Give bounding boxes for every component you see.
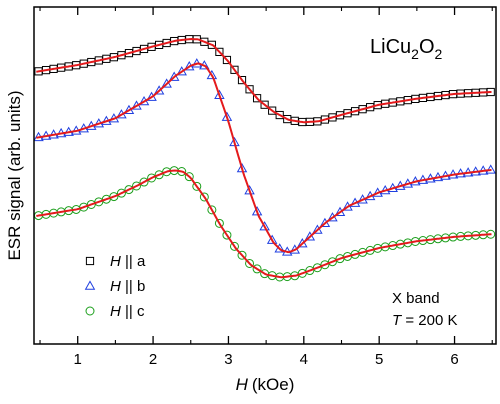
note-temp-rest: = 200 K [401,312,457,329]
legend-rest-a: || a [121,253,146,270]
formula-label: LiCu2O2 [370,36,443,62]
legend-label-c: H || c [110,303,145,320]
legend-symbol-c: H [110,303,121,320]
x-tick-label: 2 [149,351,157,368]
formula-base: LiCu [370,36,411,58]
legend-marker [86,307,94,315]
legend-rest-b: || b [121,278,145,295]
plot-marks [34,36,495,281]
x-tick-label: 4 [300,351,308,368]
legend-item-b: H || b [86,278,146,295]
x-axis-symbol: H [236,375,249,394]
fit-line [36,64,491,253]
legend-item-c: H || c [86,303,145,320]
legend-marker [86,281,95,289]
series-triangle [34,59,495,255]
note-temperature: T = 200 K [392,312,457,329]
legend-symbol-a: H [110,253,121,270]
legend-label-a: H || a [110,253,146,270]
legend-marker-circle [86,307,94,315]
x-tick-label: 6 [450,351,458,368]
x-axis-unit: (kOe) [252,375,295,394]
x-tick-label: 3 [224,351,232,368]
formula-sub2: 2 [435,46,443,62]
legend-label-b: H || b [110,278,145,295]
x-tick-label: 5 [375,351,383,368]
legend-symbol-b: H [110,278,121,295]
legend-item-a: H || a [86,253,146,270]
note-band: X band [392,290,440,307]
legend: H || a H || b H || c [86,253,146,320]
x-tick-label: 1 [74,351,82,368]
legend-marker-triangle [86,281,95,289]
legend-marker [86,257,93,264]
y-axis-label: ESR signal (arb. units) [5,90,24,260]
formula-mid: O [419,36,435,58]
x-axis-label: H (kOe) [236,375,295,394]
legend-rest-c: || c [121,303,145,320]
legend-marker-square [86,257,93,264]
formula-sub1: 2 [411,46,419,62]
